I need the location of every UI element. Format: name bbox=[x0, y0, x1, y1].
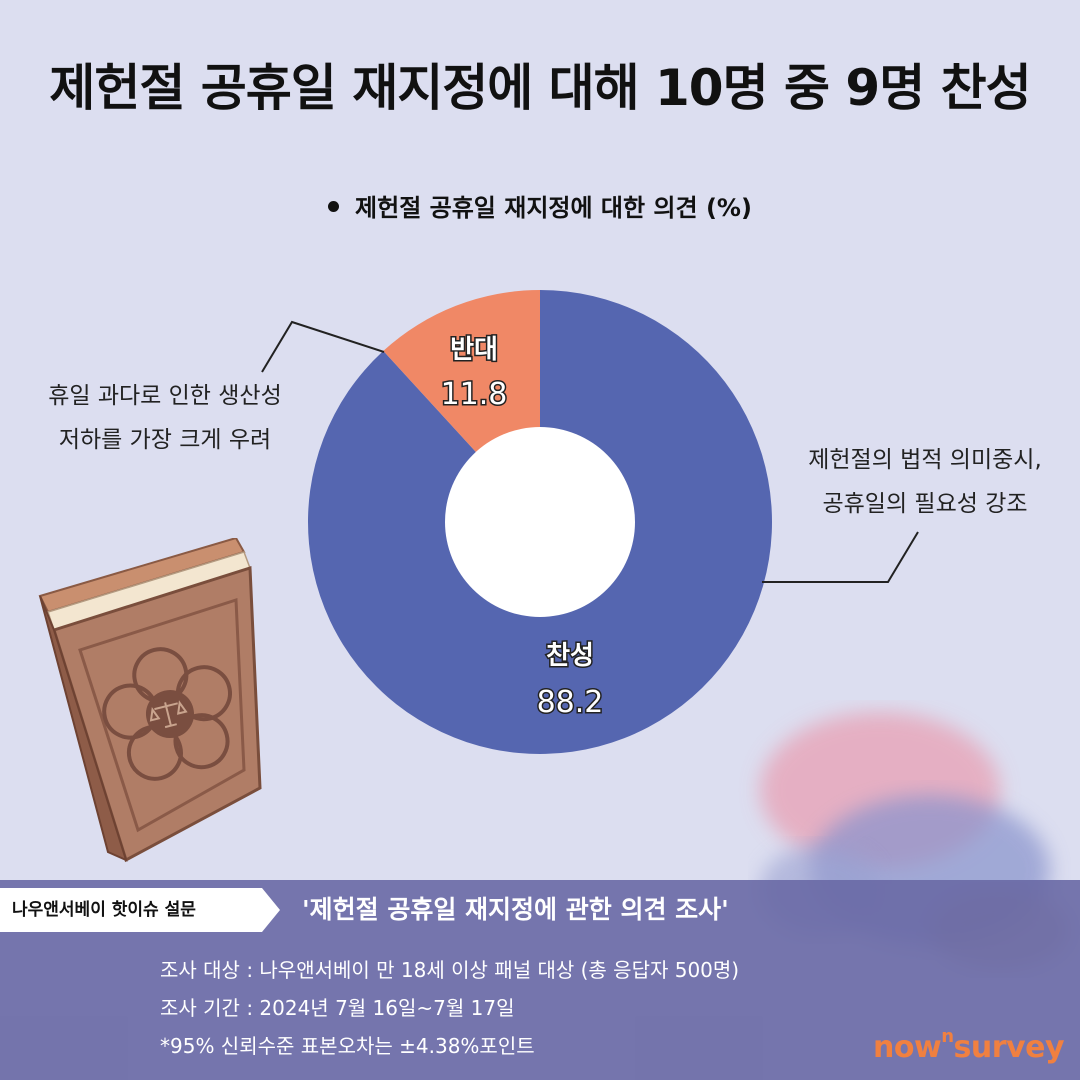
brand-logo: nownsurvey bbox=[873, 1026, 1065, 1065]
brand-logo-part2: survey bbox=[953, 1030, 1065, 1065]
survey-title: '제헌절 공휴일 재지정에 관한 의견 조사' bbox=[302, 895, 729, 924]
annotation-support-line2: 공휴일의 필요성 강조 bbox=[822, 491, 1028, 517]
survey-tag: 나우앤서베이 핫이슈 설문 bbox=[0, 888, 262, 932]
annotation-oppose: 휴일 과다로 인한 생산성 저하를 가장 크게 우려 bbox=[20, 374, 310, 462]
slice-value-support: 88.2 bbox=[537, 685, 604, 720]
annotation-oppose-line2: 저하를 가장 크게 우려 bbox=[58, 427, 272, 453]
slice-label-oppose: 반대 bbox=[450, 335, 498, 365]
brand-logo-sup: n bbox=[941, 1026, 954, 1047]
slice-label-support: 찬성 bbox=[546, 641, 594, 671]
page-title: 제헌절 공휴일 재지정에 대해 10명 중 9명 찬성 bbox=[49, 59, 1031, 117]
scales-of-justice-icon bbox=[149, 700, 188, 729]
leader-line-support bbox=[762, 531, 919, 583]
survey-period: 조사 기간 : 2024년 7월 16일~7월 17일 bbox=[160, 996, 515, 1020]
brand-logo-part1: now bbox=[873, 1030, 942, 1065]
chart-subtitle: 제헌절 공휴일 재지정에 대한 의견 (%) bbox=[0, 188, 1080, 223]
survey-tag-arrow bbox=[262, 888, 280, 932]
survey-target: 조사 대상 : 나우앤서베이 만 18세 이상 패널 대상 (총 응답자 500… bbox=[160, 958, 740, 982]
donut-hole bbox=[445, 427, 635, 617]
annotation-oppose-line1: 휴일 과다로 인한 생산성 bbox=[48, 383, 282, 409]
footer-panel: 나우앤서베이 핫이슈 설문 '제헌절 공휴일 재지정에 관한 의견 조사' 조사… bbox=[0, 880, 1080, 1080]
chart-title: 제헌절 공휴일 재지정에 대한 의견 (%) bbox=[355, 194, 752, 222]
survey-margin: *95% 신뢰수준 표본오차는 ±4.38%포인트 bbox=[160, 1034, 535, 1058]
slice-value-oppose: 11.8 bbox=[441, 377, 508, 412]
constitution-book-icon bbox=[38, 538, 262, 863]
annotation-support-line1: 제헌절의 법적 의미중시, bbox=[808, 447, 1042, 473]
leader-line-oppose bbox=[261, 320, 385, 373]
bullet-icon bbox=[328, 200, 340, 212]
annotation-support: 제헌절의 법적 의미중시, 공휴일의 필요성 강조 bbox=[780, 438, 1070, 526]
